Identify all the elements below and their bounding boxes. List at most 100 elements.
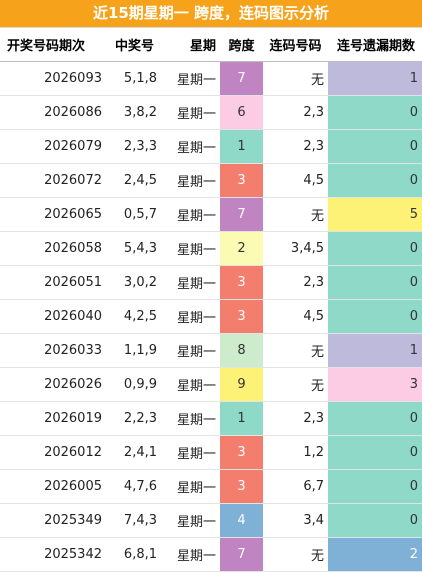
cell-miss: 0 [328,503,422,538]
cell-period: 2026005 [0,469,106,504]
cell-miss: 0 [328,265,422,300]
table-row: 2026093 5,1,8 星期一 7 无 1 [0,61,422,96]
header-consecutive: 连码号码 [263,28,328,62]
cell-numbers: 4,2,5 [106,299,163,334]
table-body: 2026093 5,1,8 星期一 7 无 1 2026086 3,8,2 星期一 6 2,3 0 20… [0,61,422,572]
cell-consecutive: 2,3 [263,129,328,164]
table-header-row: 开奖号码期次 中奖号 星期 跨度 连码号码 连号遗漏期数 [0,28,422,62]
cell-span: 9 [220,367,263,402]
cell-period: 2026026 [0,367,106,402]
cell-miss: 0 [328,299,422,334]
cell-weekday: 星期一 [163,163,220,198]
table-row: 2026012 2,4,1 星期一 3 1,2 0 [0,435,422,470]
cell-consecutive: 无 [263,61,328,96]
table-row: 2026058 5,4,3 星期一 2 3,4,5 0 [0,231,422,266]
table-row: 2025342 6,8,1 星期一 7 无 2 [0,537,422,572]
cell-miss: 0 [328,401,422,436]
cell-span: 2 [220,231,263,266]
cell-consecutive: 3,4,5 [263,231,328,266]
cell-span: 7 [220,537,263,572]
cell-period: 2026093 [0,61,106,96]
cell-miss: 3 [328,367,422,402]
cell-period: 2026065 [0,197,106,232]
cell-numbers: 7,4,3 [106,503,163,538]
cell-numbers: 0,9,9 [106,367,163,402]
cell-period: 2025342 [0,537,106,572]
cell-period: 2026079 [0,129,106,164]
cell-consecutive: 无 [263,367,328,402]
cell-weekday: 星期一 [163,537,220,572]
cell-span: 6 [220,95,263,130]
cell-numbers: 4,7,6 [106,469,163,504]
cell-consecutive: 1,2 [263,435,328,470]
cell-miss: 0 [328,163,422,198]
cell-period: 2026058 [0,231,106,266]
cell-period: 2026019 [0,401,106,436]
cell-weekday: 星期一 [163,401,220,436]
cell-period: 2026040 [0,299,106,334]
cell-numbers: 2,4,1 [106,435,163,470]
cell-miss: 0 [328,231,422,266]
table-row: 2026026 0,9,9 星期一 9 无 3 [0,367,422,402]
cell-consecutive: 无 [263,197,328,232]
cell-miss: 0 [328,435,422,470]
table-row: 2026051 3,0,2 星期一 3 2,3 0 [0,265,422,300]
cell-weekday: 星期一 [163,503,220,538]
cell-weekday: 星期一 [163,95,220,130]
cell-period: 2026086 [0,95,106,130]
header-period: 开奖号码期次 [0,28,106,62]
cell-numbers: 3,0,2 [106,265,163,300]
cell-weekday: 星期一 [163,231,220,266]
cell-period: 2025349 [0,503,106,538]
table-row: 2025349 7,4,3 星期一 4 3,4 0 [0,503,422,538]
cell-consecutive: 2,3 [263,95,328,130]
cell-numbers: 0,5,7 [106,197,163,232]
cell-span: 8 [220,333,263,368]
cell-miss: 5 [328,197,422,232]
cell-weekday: 星期一 [163,129,220,164]
cell-numbers: 2,3,3 [106,129,163,164]
cell-period: 2026072 [0,163,106,198]
cell-numbers: 5,4,3 [106,231,163,266]
cell-span: 3 [220,163,263,198]
table-row: 2026033 1,1,9 星期一 8 无 1 [0,333,422,368]
cell-span: 3 [220,435,263,470]
page-title: 近15期星期一 跨度，连码图示分析 [0,0,422,28]
cell-numbers: 3,8,2 [106,95,163,130]
header-span: 跨度 [220,28,263,62]
cell-period: 2026012 [0,435,106,470]
cell-weekday: 星期一 [163,61,220,96]
cell-span: 4 [220,503,263,538]
table-row: 2026086 3,8,2 星期一 6 2,3 0 [0,95,422,130]
cell-period: 2026051 [0,265,106,300]
cell-numbers: 2,2,3 [106,401,163,436]
cell-miss: 1 [328,61,422,96]
cell-consecutive: 无 [263,537,328,572]
cell-consecutive: 无 [263,333,328,368]
cell-weekday: 星期一 [163,299,220,334]
cell-span: 3 [220,299,263,334]
table-row: 2026079 2,3,3 星期一 1 2,3 0 [0,129,422,164]
table-row: 2026040 4,2,5 星期一 3 4,5 0 [0,299,422,334]
header-numbers: 中奖号 [106,28,163,62]
table-row: 2026019 2,2,3 星期一 1 2,3 0 [0,401,422,436]
cell-consecutive: 6,7 [263,469,328,504]
cell-span: 3 [220,469,263,504]
cell-weekday: 星期一 [163,265,220,300]
cell-numbers: 1,1,9 [106,333,163,368]
cell-consecutive: 2,3 [263,265,328,300]
cell-miss: 0 [328,469,422,504]
cell-numbers: 6,8,1 [106,537,163,572]
cell-span: 1 [220,401,263,436]
cell-period: 2026033 [0,333,106,368]
header-weekday: 星期 [163,28,220,62]
table-row: 2026005 4,7,6 星期一 3 6,7 0 [0,469,422,504]
cell-span: 7 [220,197,263,232]
cell-weekday: 星期一 [163,333,220,368]
cell-span: 7 [220,61,263,96]
cell-consecutive: 2,3 [263,401,328,436]
cell-numbers: 2,4,5 [106,163,163,198]
cell-numbers: 5,1,8 [106,61,163,96]
cell-consecutive: 4,5 [263,163,328,198]
table-row: 2026072 2,4,5 星期一 3 4,5 0 [0,163,422,198]
